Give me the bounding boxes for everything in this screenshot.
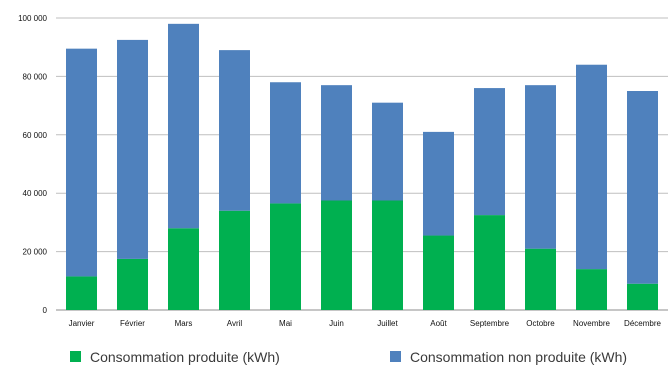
legend: Consommation produite (kWh) Consommation… bbox=[70, 349, 627, 365]
x-tick-label: Novembre bbox=[573, 319, 610, 328]
x-tick-label: Décembre bbox=[624, 319, 661, 328]
bar-not-produced-2 bbox=[117, 39, 148, 259]
bar-produced-10 bbox=[525, 248, 556, 310]
x-tick-label: Juillet bbox=[377, 319, 398, 328]
bar-produced-7 bbox=[372, 200, 403, 310]
bar-produced-2 bbox=[117, 258, 148, 310]
bar-not-produced-11 bbox=[576, 64, 607, 270]
bar-not-produced-3 bbox=[168, 23, 199, 229]
bar-produced-9 bbox=[474, 215, 505, 310]
x-tick-label: Août bbox=[430, 319, 447, 328]
bar-not-produced-5 bbox=[270, 82, 301, 204]
bar-not-produced-6 bbox=[321, 85, 352, 201]
x-tick-label: Mai bbox=[279, 319, 292, 328]
y-tick-label: 100 000 bbox=[18, 14, 47, 23]
bar-not-produced-12 bbox=[627, 91, 658, 284]
bar-produced-12 bbox=[627, 283, 658, 310]
x-tick-label: Février bbox=[120, 319, 145, 328]
bars bbox=[66, 23, 658, 310]
bar-not-produced-7 bbox=[372, 102, 403, 201]
gridlines bbox=[56, 17, 668, 311]
y-tick-label: 80 000 bbox=[23, 72, 48, 81]
legend-swatch-produced bbox=[70, 351, 81, 362]
y-tick-label: 40 000 bbox=[23, 189, 48, 198]
bar-produced-11 bbox=[576, 269, 607, 310]
y-tick-label: 0 bbox=[43, 306, 48, 315]
x-tick-label: Janvier bbox=[69, 319, 95, 328]
x-tick-label: Mars bbox=[175, 319, 193, 328]
bar-not-produced-1 bbox=[66, 48, 97, 277]
x-tick-label: Septembre bbox=[470, 319, 510, 328]
bar-not-produced-8 bbox=[423, 131, 454, 236]
y-tick-label: 60 000 bbox=[23, 131, 48, 140]
legend-label-produced: Consommation produite (kWh) bbox=[90, 349, 280, 365]
x-tick-label: Avril bbox=[227, 319, 243, 328]
y-axis-ticks: 0 20 000 40 000 60 000 80 000 100 000 bbox=[18, 14, 47, 315]
bar-produced-4 bbox=[219, 210, 250, 310]
y-tick-label: 20 000 bbox=[23, 248, 48, 257]
bar-not-produced-10 bbox=[525, 85, 556, 249]
bar-produced-8 bbox=[423, 235, 454, 310]
bar-not-produced-4 bbox=[219, 50, 250, 211]
x-axis-labels: Janvier Février Mars Avril Mai Juin Juillet Aoû… bbox=[69, 319, 662, 328]
bar-produced-1 bbox=[66, 276, 97, 310]
bar-not-produced-9 bbox=[474, 88, 505, 216]
bar-produced-5 bbox=[270, 203, 301, 310]
x-tick-label: Octobre bbox=[526, 319, 555, 328]
legend-swatch-not-produced bbox=[390, 351, 401, 362]
x-tick-label: Juin bbox=[329, 319, 344, 328]
bar-produced-3 bbox=[168, 228, 199, 310]
legend-label-not-produced: Consommation non produite (kWh) bbox=[410, 349, 627, 365]
bar-produced-6 bbox=[321, 200, 352, 310]
